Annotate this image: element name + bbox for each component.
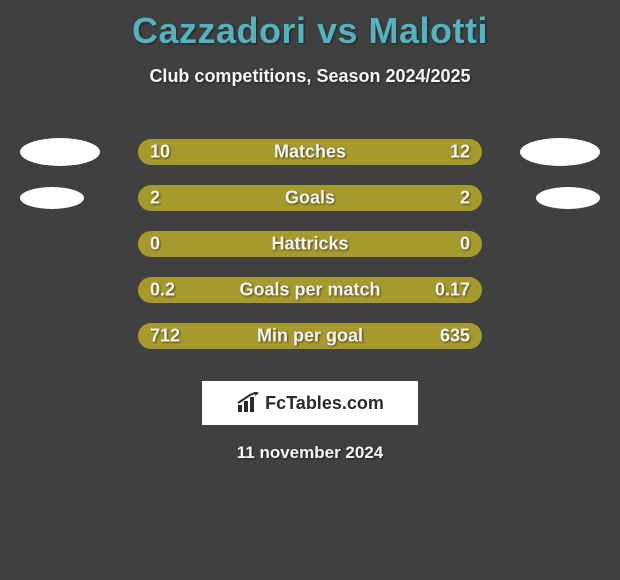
stat-value-right: 0	[460, 234, 470, 255]
bar-track	[138, 323, 482, 349]
bar-track	[138, 231, 482, 257]
bar-fill-left	[138, 185, 310, 211]
brand-text: FcTables.com	[265, 393, 384, 414]
bar-fill-left	[138, 231, 310, 257]
stat-rows: Matches1012Goals22Hattricks00Goals per m…	[0, 129, 620, 359]
bar-fill-right	[310, 231, 482, 257]
stat-row: Goals per match0.20.17	[0, 267, 620, 313]
subtitle: Club competitions, Season 2024/2025	[0, 66, 620, 87]
player-b-marker	[520, 138, 600, 166]
stat-value-right: 2	[460, 188, 470, 209]
stat-value-right: 0.17	[435, 280, 470, 301]
bar-track	[138, 139, 482, 165]
page-title: Cazzadori vs Malotti	[0, 0, 620, 52]
date-text: 11 november 2024	[0, 443, 620, 463]
player-b-marker	[536, 187, 600, 209]
stat-row: Goals22	[0, 175, 620, 221]
player-a-marker	[20, 138, 100, 166]
player-b-name: Malotti	[369, 10, 488, 51]
stat-value-left: 10	[150, 142, 170, 163]
comparison-infographic: Cazzadori vs Malotti Club competitions, …	[0, 0, 620, 580]
stat-value-left: 0	[150, 234, 160, 255]
stat-row: Min per goal712635	[0, 313, 620, 359]
stat-row: Matches1012	[0, 129, 620, 175]
stat-value-left: 2	[150, 188, 160, 209]
bar-track	[138, 185, 482, 211]
stat-value-right: 635	[440, 326, 470, 347]
player-a-name: Cazzadori	[132, 10, 307, 51]
bar-fill-right	[310, 185, 482, 211]
stat-value-right: 12	[450, 142, 470, 163]
bar-track	[138, 277, 482, 303]
player-a-marker	[20, 187, 84, 209]
vs-separator: vs	[307, 10, 369, 51]
brand-box: FcTables.com	[202, 381, 418, 425]
stat-row: Hattricks00	[0, 221, 620, 267]
chart-icon	[236, 392, 262, 414]
stat-value-left: 712	[150, 326, 180, 347]
stat-value-left: 0.2	[150, 280, 175, 301]
